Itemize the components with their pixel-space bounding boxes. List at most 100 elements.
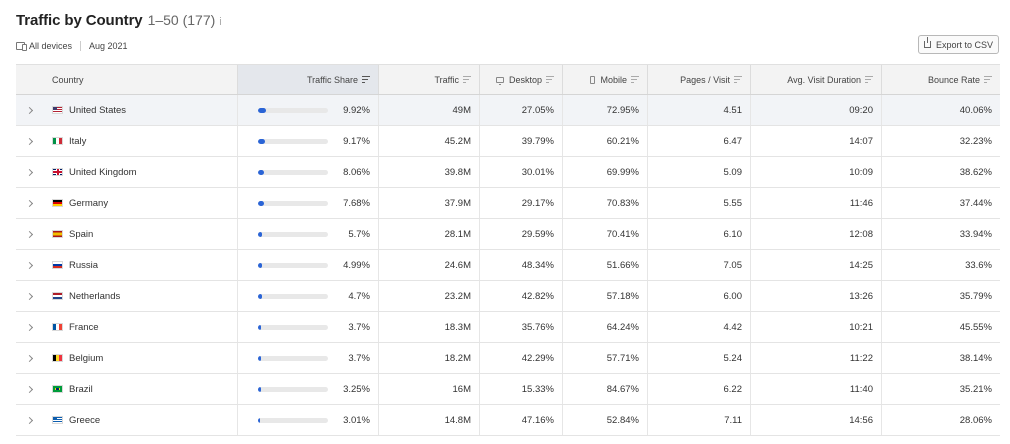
country-name[interactable]: United States: [69, 104, 127, 116]
duration-cell: 12:08: [750, 219, 881, 249]
country-name[interactable]: Spain: [69, 228, 94, 240]
table-row[interactable]: Netherlands 4.7% 23.2M 42.82% 57.18% 6.00 13:2…: [16, 281, 1000, 312]
country-cell: Greece: [44, 405, 237, 435]
date-filter[interactable]: Aug 2021: [89, 41, 128, 51]
chevron-right-icon: [25, 137, 33, 145]
expand-row-button[interactable]: [16, 374, 44, 404]
share-bar-fill: [258, 417, 261, 423]
traffic-cell: 37.9M: [378, 188, 479, 218]
pages-visit-cell: 7.05: [647, 250, 750, 280]
traffic-share-cell: 4.99%: [237, 250, 378, 280]
share-bar: [258, 107, 328, 113]
col-desktop-label: Desktop: [508, 74, 542, 85]
table-row[interactable]: Germany 7.68% 37.9M 29.17% 70.83% 5.55 11:46 37…: [16, 188, 1000, 219]
widget-title: Traffic by Country: [16, 12, 143, 29]
col-desktop[interactable]: Desktop: [479, 65, 562, 94]
expand-row-button[interactable]: [16, 405, 44, 435]
bounce-rate-cell: 28.06%: [881, 405, 1000, 435]
mobile-cell: 51.66%: [562, 250, 647, 280]
flag-icon: [52, 199, 63, 207]
country-name[interactable]: Netherlands: [69, 290, 121, 302]
col-mobile[interactable]: Mobile: [562, 65, 647, 94]
expand-row-button[interactable]: [16, 343, 44, 373]
country-name[interactable]: France: [69, 321, 99, 333]
duration-cell: 11:46: [750, 188, 881, 218]
country-name[interactable]: United Kingdom: [69, 166, 137, 178]
table-body: United States 9.92% 49M 27.05% 72.95% 4.51 09:…: [16, 95, 1000, 436]
share-bar-fill: [258, 355, 261, 361]
country-name[interactable]: Russia: [69, 259, 99, 271]
traffic-cell: 39.8M: [378, 157, 479, 187]
share-value: 9.17%: [343, 135, 370, 147]
share-value: 3.7%: [348, 321, 370, 333]
country-name[interactable]: Brazil: [69, 383, 93, 395]
share-value: 3.25%: [343, 383, 370, 395]
table-row[interactable]: United Kingdom 8.06% 39.8M 30.01% 69.99% 5.09…: [16, 157, 1000, 188]
expand-row-button[interactable]: [16, 250, 44, 280]
col-bounce-rate[interactable]: Bounce Rate: [881, 65, 1000, 94]
expand-row-button[interactable]: [16, 126, 44, 156]
desktop-cell: 27.05%: [479, 95, 562, 125]
expand-row-button[interactable]: [16, 281, 44, 311]
country-cell: Belgium: [44, 343, 237, 373]
desktop-cell: 47.16%: [479, 405, 562, 435]
country-name[interactable]: Germany: [69, 197, 109, 209]
traffic-share-cell: 4.7%: [237, 281, 378, 311]
table-row[interactable]: Spain 5.7% 28.1M 29.59% 70.41% 6.10 12:08 33.94…: [16, 219, 1000, 250]
expand-row-button[interactable]: [16, 95, 44, 125]
desktop-icon: [495, 76, 504, 85]
share-bar-fill: [258, 169, 265, 175]
traffic-share-cell: 3.01%: [237, 405, 378, 435]
share-bar: [258, 355, 328, 361]
filter-divider: [80, 41, 82, 51]
table-row[interactable]: Brazil 3.25% 16M 15.33% 84.67% 6.22 11:40 35.21…: [16, 374, 1000, 405]
pages-visit-cell: 7.11: [647, 405, 750, 435]
share-bar: [258, 138, 328, 144]
col-country[interactable]: Country: [44, 65, 237, 94]
col-avg-duration[interactable]: Avg. Visit Duration: [750, 65, 881, 94]
chevron-right-icon: [25, 199, 33, 207]
export-csv-button[interactable]: Export to CSV: [918, 35, 999, 54]
chevron-right-icon: [25, 168, 33, 176]
expand-row-button[interactable]: [16, 312, 44, 342]
country-cell: Germany: [44, 188, 237, 218]
col-traffic-share[interactable]: Traffic Share: [237, 65, 378, 94]
table-row[interactable]: Belgium 3.7% 18.2M 42.29% 57.71% 5.24 11:22 38.…: [16, 343, 1000, 374]
table-row[interactable]: France 3.7% 18.3M 35.76% 64.24% 4.42 10:21 45.5…: [16, 312, 1000, 343]
col-traffic[interactable]: Traffic: [378, 65, 479, 94]
result-range: 1–50 (177): [147, 12, 216, 28]
share-bar-fill: [258, 386, 261, 392]
expand-row-button[interactable]: [16, 188, 44, 218]
table-row[interactable]: Greece 3.01% 14.8M 47.16% 52.84% 7.11 14:56 28.…: [16, 405, 1000, 436]
expand-row-button[interactable]: [16, 219, 44, 249]
mobile-cell: 57.71%: [562, 343, 647, 373]
traffic-cell: 18.2M: [378, 343, 479, 373]
bounce-rate-cell: 38.14%: [881, 343, 1000, 373]
expand-row-button[interactable]: [16, 157, 44, 187]
mobile-cell: 52.84%: [562, 405, 647, 435]
col-pages-visit[interactable]: Pages / Visit: [647, 65, 750, 94]
sort-icon: [734, 76, 742, 83]
table-row[interactable]: Italy 9.17% 45.2M 39.79% 60.21% 6.47 14:07 32.2…: [16, 126, 1000, 157]
table-row[interactable]: Russia 4.99% 24.6M 48.34% 51.66% 7.05 14:25 33.…: [16, 250, 1000, 281]
device-filter[interactable]: All devices: [29, 41, 73, 51]
chevron-right-icon: [25, 354, 33, 362]
flag-icon: [52, 416, 63, 424]
country-name[interactable]: Italy: [69, 135, 87, 147]
header-expand-col: [16, 65, 44, 94]
filters-bar: All devices Aug 2021: [16, 39, 128, 53]
desktop-cell: 15.33%: [479, 374, 562, 404]
share-bar-fill: [258, 138, 266, 144]
chevron-right-icon: [25, 292, 33, 300]
traffic-cell: 28.1M: [378, 219, 479, 249]
sort-icon: [546, 76, 554, 83]
info-icon[interactable]: i: [219, 16, 222, 28]
duration-cell: 14:56: [750, 405, 881, 435]
country-name[interactable]: Greece: [69, 414, 101, 426]
table-row[interactable]: United States 9.92% 49M 27.05% 72.95% 4.51 09:…: [16, 95, 1000, 126]
col-country-label: Country: [52, 74, 84, 85]
col-bounce-label: Bounce Rate: [927, 74, 980, 85]
flag-icon: [52, 354, 63, 362]
share-bar-fill: [258, 293, 262, 299]
country-name[interactable]: Belgium: [69, 352, 104, 364]
